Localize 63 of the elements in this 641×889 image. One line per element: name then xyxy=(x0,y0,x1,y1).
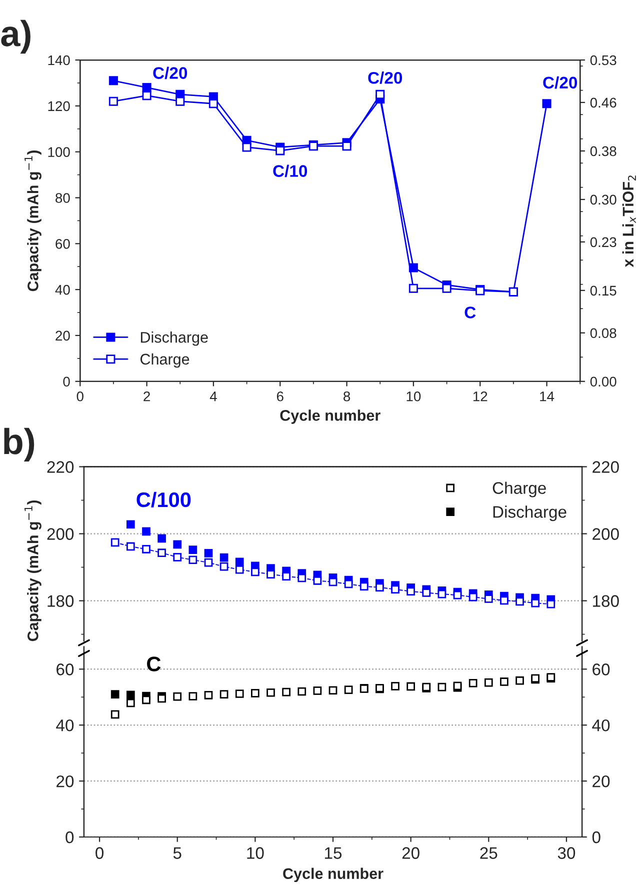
x-tick-label: 15 xyxy=(325,847,342,859)
y2-tick-label: 0.46 xyxy=(590,98,616,108)
y-axis-title: Capacity (mAh g$^{−1}$) xyxy=(24,150,42,292)
x-tick-label: 2 xyxy=(144,391,150,402)
y2-axis-title: x in Li$_{x}$TiOF$_{2}$ xyxy=(622,176,636,268)
y-tick-label: 220 xyxy=(47,461,74,473)
y2-tick-label: 0.53 xyxy=(590,55,616,66)
y2-tick-label: 220 xyxy=(592,461,619,473)
y-axis-title: Capacity (mAh g$^{−1}$) xyxy=(24,500,42,642)
legend-label: Discharge xyxy=(140,332,208,346)
y2-tick-label: 0.30 xyxy=(590,194,616,205)
y2-tick-label: 0.23 xyxy=(590,237,616,248)
y-tick-label: 40 xyxy=(55,284,70,295)
legend-label: Charge xyxy=(492,482,546,498)
legend-label: Discharge xyxy=(493,506,566,522)
annotation: C/20 xyxy=(153,66,188,80)
x-tick-label: 30 xyxy=(558,847,576,859)
x-axis-title: Cycle number xyxy=(283,868,384,882)
y-tick-label: 20 xyxy=(56,775,74,788)
x-tick-label: 12 xyxy=(473,391,488,402)
x-tick-label: 20 xyxy=(402,847,420,859)
annotation: C/20 xyxy=(543,76,578,89)
x-tick-label: 10 xyxy=(247,847,264,859)
annotation: C/10 xyxy=(273,164,308,178)
chart-title: b) xyxy=(4,428,34,462)
y2-tick-label: 0.38 xyxy=(590,146,616,156)
y-tick-label: 60 xyxy=(56,238,70,249)
y-tick-label: 140 xyxy=(48,55,70,66)
y2-tick-label: 0.00 xyxy=(590,376,616,387)
annotation: C xyxy=(147,656,161,672)
x-tick-label: 5 xyxy=(173,847,182,859)
y-tick-label: 200 xyxy=(47,528,74,540)
annotation: C/20 xyxy=(368,72,402,84)
y-tick-label: 100 xyxy=(48,147,70,157)
y-tick-label: 180 xyxy=(48,595,74,607)
x-tick-label: 10 xyxy=(406,391,421,402)
x-tick-label: 25 xyxy=(480,847,498,859)
y2-tick-label: 200 xyxy=(592,528,619,540)
x-tick-label: 14 xyxy=(540,392,554,402)
x-axis-title: Cycle number xyxy=(280,410,380,424)
y-tick-label: 120 xyxy=(48,101,70,112)
y-tick-label: 0 xyxy=(66,831,74,844)
y-tick-label: 60 xyxy=(56,664,74,676)
x-tick-label: 4 xyxy=(210,392,217,402)
y2-tick-label: 40 xyxy=(592,719,610,732)
x-tick-label: 6 xyxy=(276,391,284,402)
annotation: C xyxy=(464,306,476,318)
y2-tick-label: 180 xyxy=(593,595,619,607)
y-tick-label: 40 xyxy=(56,719,74,732)
chart-title: a) xyxy=(1,20,30,54)
y2-tick-label: 0 xyxy=(592,831,600,844)
y-tick-label: 80 xyxy=(56,193,70,203)
y-tick-label: 0 xyxy=(63,376,70,387)
y2-tick-label: 0.08 xyxy=(590,328,616,338)
x-tick-label: 8 xyxy=(344,391,350,402)
x-tick-label: 0 xyxy=(76,391,84,402)
x-tick-label: 0 xyxy=(96,847,104,859)
y2-tick-label: 20 xyxy=(592,775,610,788)
annotation: C/100 xyxy=(136,492,191,508)
legend-label: Charge xyxy=(140,353,190,368)
y2-tick-label: 60 xyxy=(592,664,610,676)
y-tick-label: 20 xyxy=(56,330,70,341)
y2-tick-label: 0.15 xyxy=(590,286,616,296)
